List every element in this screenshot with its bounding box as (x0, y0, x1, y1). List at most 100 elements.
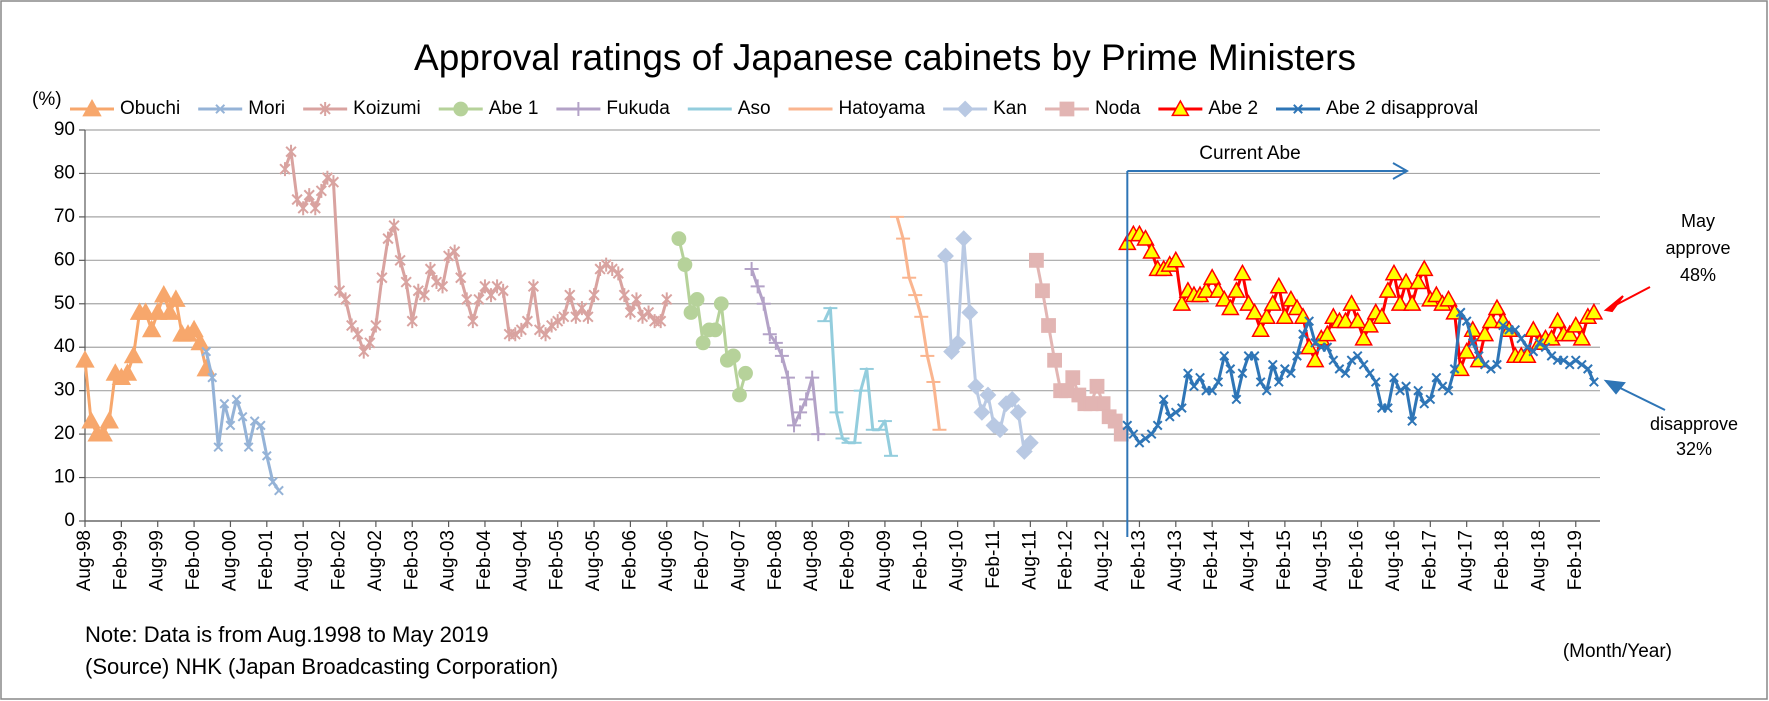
marker (689, 292, 705, 307)
legend-item: Koizumi (303, 98, 421, 119)
marker (570, 309, 582, 324)
y-tick-label: 90 (54, 119, 75, 140)
marker (442, 248, 455, 263)
marker (1518, 346, 1537, 364)
marker (1221, 298, 1240, 316)
marker (726, 348, 741, 364)
y-tick-label: 10 (54, 467, 75, 488)
marker (364, 335, 376, 350)
marker (303, 188, 315, 203)
marker (1227, 281, 1246, 298)
marker (695, 335, 711, 351)
marker (497, 283, 509, 298)
marker (1486, 364, 1496, 374)
marker (539, 327, 552, 342)
marker (582, 309, 594, 324)
y-tick-label: 60 (54, 249, 75, 270)
marker (184, 319, 204, 338)
marker (811, 427, 826, 442)
marker (1570, 355, 1581, 366)
marker (1479, 359, 1490, 370)
x-tick-label: Feb-13 (1128, 530, 1149, 590)
marker (1572, 328, 1592, 346)
marker (762, 327, 777, 342)
marker (1358, 359, 1369, 370)
marker (319, 102, 331, 116)
marker (1455, 307, 1466, 318)
marker (1251, 320, 1270, 337)
legend-item: Abe 1 (438, 98, 538, 119)
marker (1384, 263, 1404, 281)
marker (249, 416, 260, 426)
marker (564, 288, 576, 303)
marker (1172, 294, 1192, 311)
line (895, 216, 941, 430)
marker (1158, 394, 1169, 405)
marker (1281, 289, 1301, 307)
x-tick-label: Aug-10 (947, 530, 968, 591)
marker (1189, 381, 1199, 392)
marker (1566, 315, 1586, 333)
marker (190, 332, 210, 351)
marker (683, 305, 699, 320)
legend-label: Hatoyama (839, 98, 926, 119)
marker (552, 314, 564, 329)
marker (1089, 378, 1105, 394)
marker (961, 304, 979, 321)
marker (774, 348, 789, 363)
marker (661, 292, 673, 307)
marker (424, 262, 437, 277)
legend-item: Hatoyama (788, 98, 926, 119)
marker (1408, 272, 1428, 290)
marker (1372, 307, 1392, 324)
arrow-head (1392, 162, 1410, 180)
marker (707, 322, 723, 338)
marker (1360, 315, 1379, 333)
x-tick-label: Aug-17 (1456, 530, 1477, 591)
marker (1401, 381, 1411, 392)
marker (412, 283, 424, 298)
marker (274, 485, 284, 496)
x-axis-label: (Month/Year) (1563, 641, 1672, 662)
x-tick-label: Aug-03 (438, 530, 459, 591)
x-tick-label: Aug-01 (292, 530, 313, 591)
marker (1414, 259, 1434, 277)
marker (449, 244, 461, 259)
marker (1443, 385, 1454, 396)
marker (285, 144, 297, 159)
marker (588, 288, 600, 303)
marker (979, 386, 997, 404)
arrow-head (1603, 295, 1624, 313)
marker (461, 292, 473, 307)
marker (1576, 359, 1587, 370)
marker (1548, 311, 1567, 329)
marker (1286, 368, 1296, 379)
marker (527, 279, 540, 294)
x-tick-label: Aug-13 (1165, 530, 1186, 591)
marker (219, 398, 230, 409)
x-tick-label: Aug-00 (219, 530, 240, 591)
marker (141, 319, 162, 338)
marker (799, 392, 814, 407)
legend-item: Fukuda (556, 98, 670, 119)
marker (1364, 368, 1375, 379)
marker (327, 175, 340, 190)
marker (455, 270, 467, 285)
marker (370, 318, 382, 333)
marker (479, 279, 491, 294)
marker (394, 253, 406, 268)
marker (1560, 324, 1579, 342)
marker (207, 372, 218, 383)
x-tick-label: Feb-17 (1419, 530, 1440, 590)
x-tick-label: Feb-18 (1492, 530, 1513, 590)
marker (1540, 342, 1551, 353)
marker (1195, 372, 1205, 383)
marker (453, 101, 469, 117)
annotation: May (1681, 211, 1715, 231)
marker (937, 247, 954, 265)
marker (1413, 385, 1424, 396)
marker (1208, 281, 1228, 298)
legend-label: Fukuda (606, 98, 670, 119)
